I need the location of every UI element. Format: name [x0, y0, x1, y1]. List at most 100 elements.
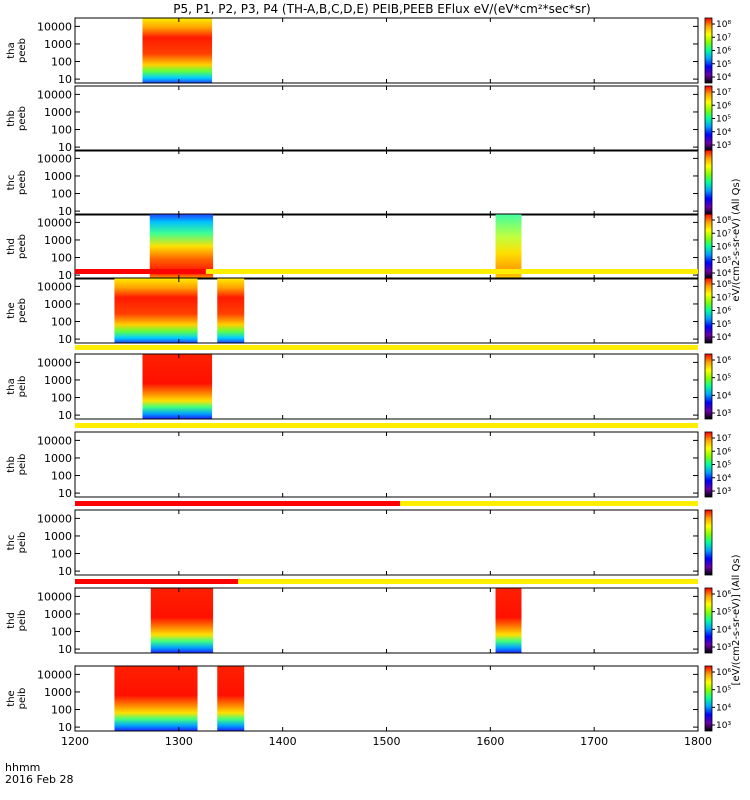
x-axis: 1200 1300 1400 1500 1600 1700 1800: [61, 735, 712, 748]
panel-ylabel: peeb: [17, 106, 28, 131]
y-tick-label: 10: [58, 205, 72, 218]
colorbar-tick-label: 10⁸: [716, 280, 731, 290]
colorbar-tick-label: 10⁶: [716, 668, 731, 678]
colorbar-1: [704, 85, 713, 152]
status-bar-yellow: [75, 579, 698, 584]
colorbar-tick-label: 10³: [716, 141, 731, 151]
x-tick-label: 1700: [580, 735, 608, 748]
colorbar-tick-label: 10⁴: [716, 474, 731, 484]
colorbar-tick-label: 10⁵: [716, 60, 731, 70]
panel-ylabel: thd: [6, 612, 17, 629]
y-tick-label: 1000: [44, 38, 72, 51]
spectrogram-block-0: [150, 588, 214, 653]
panel-ylabel: the: [6, 690, 17, 706]
panel-ylabel: peib: [17, 532, 28, 554]
colorbar-tick-label: 10⁴: [716, 269, 731, 279]
spectrogram-block-0: [114, 278, 198, 343]
x-tick-label: 1300: [165, 735, 193, 748]
x-label-hhmm: hhmm: [5, 761, 40, 774]
panel-ylabel: thc: [6, 175, 17, 191]
colorbar-8: [704, 587, 713, 654]
panel-4: 10 100 1000 10000 the peeb: [6, 269, 699, 346]
spectrogram-block-1: [495, 214, 522, 279]
panel-6: 10 100 1000 10000 thb peib: [6, 423, 699, 500]
colorbar-tick-label: 10⁵: [716, 608, 731, 618]
status-bar-yellow: [75, 423, 698, 428]
status-bar-yellow: [75, 345, 698, 350]
x-tick-label: 1800: [684, 735, 712, 748]
y-tick-label: 10000: [37, 590, 72, 603]
colorbar-tick-label: 10⁸: [716, 20, 731, 30]
chart-title: P5, P1, P2, P3, P4 (TH-A,B,C,D,E) PEIB,P…: [173, 2, 590, 16]
x-tick-label: 1600: [476, 735, 504, 748]
colorbars-group: 10⁸ 10⁷ 10⁶ 10⁵ 10⁴ 10⁷ 10⁶ 10⁵ 10⁴ 10³ 10⁸ 10⁷ 10⁶ 1…: [704, 17, 731, 732]
panel-5: 10 100 1000 10000 tha peib: [6, 345, 699, 422]
panel-3: 10 100 1000 10000 thd peeb: [6, 213, 699, 282]
colorbar-tick-label: 10⁴: [716, 391, 731, 401]
y-tick-label: 1000: [44, 452, 72, 465]
colorbar-tick-label: 10⁵: [716, 115, 731, 125]
spectrogram-block-0: [142, 354, 213, 419]
spectrogram-block-0: [114, 666, 198, 731]
colorbar-tick-label: 10⁷: [716, 434, 731, 444]
y-tick-label: 1000: [44, 374, 72, 387]
colorbar-2: [704, 149, 713, 216]
colorbar-tick-label: 10⁴: [716, 73, 731, 83]
panel-ylabel: peeb: [17, 298, 28, 323]
colorbar-tick-label: 10⁶: [716, 101, 731, 111]
colorbar-label-peib: [eV/(cm2-s-sr-eV)] (All Qs): [731, 554, 742, 685]
y-tick-label: 10: [58, 721, 72, 734]
colorbar-tick-label: 10⁴: [716, 625, 731, 635]
colorbar-tick-label: 10⁴: [716, 703, 731, 713]
colorbar-tick-label: 10⁷: [716, 33, 731, 43]
colorbar-tick-label: 10⁴: [716, 128, 731, 138]
colorbar-tick-label: 10⁵: [716, 320, 731, 330]
panel-7: 10 100 1000 10000 thc peib: [6, 501, 699, 578]
x-label-date: 2016 Feb 28: [5, 773, 73, 786]
status-bar-red: [75, 501, 400, 506]
panel-ylabel: thd: [6, 238, 17, 255]
y-tick-label: 100: [51, 548, 72, 561]
panel-ylabel: thb: [6, 110, 17, 127]
y-tick-label: 10000: [37, 356, 72, 369]
y-tick-label: 10: [58, 643, 72, 656]
status-bar-yellow: [75, 269, 698, 274]
colorbar-tick-label: 10⁴: [716, 333, 731, 343]
y-tick-label: 10000: [37, 280, 72, 293]
colorbar-3: [704, 213, 713, 280]
y-tick-label: 10: [58, 333, 72, 346]
y-tick-label: 10: [58, 487, 72, 500]
colorbar-tick-label: 10⁶: [716, 307, 731, 317]
panel-ylabel: peeb: [17, 234, 28, 259]
panel-frame: [74, 149, 699, 216]
panel-ylabel: peeb: [17, 170, 28, 195]
y-tick-label: 10: [58, 269, 72, 282]
y-tick-label: 1000: [44, 234, 72, 247]
colorbar-tick-label: 10³: [716, 409, 731, 419]
y-tick-label: 100: [51, 626, 72, 639]
y-tick-label: 1000: [44, 298, 72, 311]
panel-1: 10 100 1000 10000 thb peeb: [6, 85, 699, 154]
y-tick-label: 1000: [44, 608, 72, 621]
panel-frame: [74, 509, 699, 576]
y-tick-label: 10: [58, 141, 72, 154]
colorbar-label-peeb: eV/(cm2-s-sr-eV) (All Qs): [731, 178, 742, 301]
y-tick-label: 100: [51, 470, 72, 483]
colorbar-9: [704, 665, 713, 732]
panel-2: 10 100 1000 10000 thc peeb: [6, 149, 699, 218]
panel-ylabel: peib: [17, 688, 28, 710]
panel-0: 10 100 1000 10000 tha peeb: [6, 17, 699, 86]
colorbar-tick-label: 10⁷: [716, 88, 731, 98]
y-tick-label: 100: [51, 124, 72, 137]
y-tick-label: 100: [51, 188, 72, 201]
colorbar-tick-label: 10⁶: [716, 447, 731, 457]
y-tick-label: 10000: [37, 434, 72, 447]
spectrogram-block-1: [217, 278, 245, 343]
colorbar-tick-label: 10⁷: [716, 229, 731, 239]
status-bar-red: [75, 579, 239, 584]
colorbar-tick-label: 10⁶: [716, 47, 731, 57]
panel-ylabel: peib: [17, 610, 28, 632]
panel-ylabel: thc: [6, 535, 17, 551]
y-tick-label: 1000: [44, 106, 72, 119]
